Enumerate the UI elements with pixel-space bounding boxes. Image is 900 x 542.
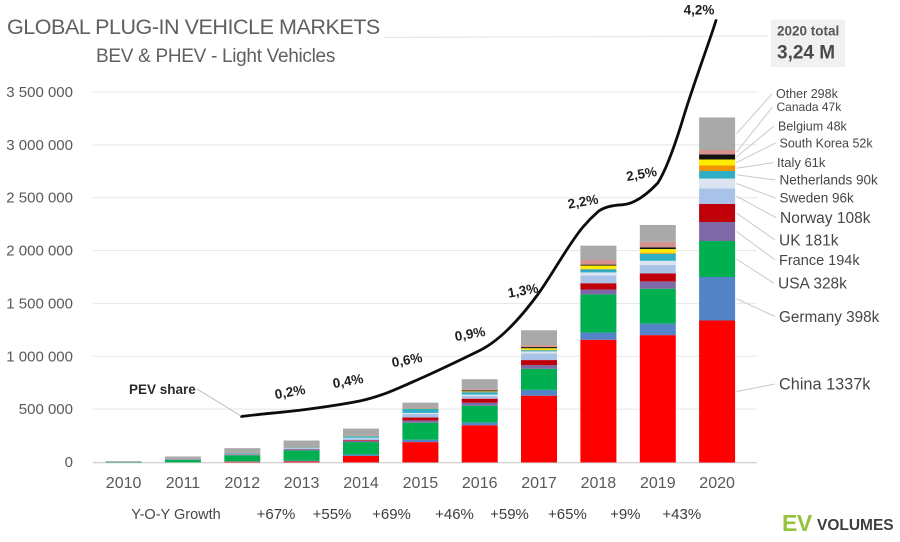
svg-text:3,24 M: 3,24 M <box>777 43 835 64</box>
svg-text:2020: 2020 <box>699 475 735 492</box>
svg-text:0: 0 <box>65 454 73 471</box>
svg-text:2,5%: 2,5% <box>625 164 658 184</box>
svg-text:2,2%: 2,2% <box>567 192 600 212</box>
svg-text:2013: 2013 <box>284 475 320 492</box>
svg-text:Netherlands 90k: Netherlands 90k <box>780 173 879 188</box>
svg-text:+9%: +9% <box>610 506 640 523</box>
svg-text:0,4%: 0,4% <box>332 371 365 391</box>
svg-text:VOLUMES: VOLUMES <box>817 517 894 534</box>
svg-text:1 000 000: 1 000 000 <box>6 348 73 365</box>
svg-text:+46%: +46% <box>435 506 474 523</box>
svg-text:UK 181k: UK 181k <box>779 232 839 249</box>
svg-text:Belgium 48k: Belgium 48k <box>778 119 848 133</box>
svg-text:+67%: +67% <box>257 506 296 523</box>
svg-text:South Korea 52k: South Korea 52k <box>780 136 874 150</box>
svg-text:Y-O-Y Growth: Y-O-Y Growth <box>131 507 220 523</box>
svg-text:3 500 000: 3 500 000 <box>6 84 73 101</box>
svg-text:0,6%: 0,6% <box>391 350 424 370</box>
svg-text:Other 298k: Other 298k <box>776 87 839 101</box>
svg-text:0,2%: 0,2% <box>274 382 307 402</box>
svg-text:2020 total: 2020 total <box>777 24 839 39</box>
svg-text:2 500 000: 2 500 000 <box>6 190 73 207</box>
svg-text:+59%: +59% <box>490 506 529 523</box>
svg-text:PEV share: PEV share <box>129 382 196 397</box>
svg-text:Germany 398k: Germany 398k <box>779 309 880 326</box>
svg-text:1,3%: 1,3% <box>507 281 540 301</box>
svg-text:BEV & PHEV - Light Vehicles: BEV & PHEV - Light Vehicles <box>96 46 335 67</box>
svg-text:4,2%: 4,2% <box>684 3 715 18</box>
svg-text:2019: 2019 <box>640 475 676 492</box>
svg-text:2012: 2012 <box>225 475 261 492</box>
svg-text:France 194k: France 194k <box>779 253 860 269</box>
svg-text:500 000: 500 000 <box>19 401 73 418</box>
svg-text:+55%: +55% <box>313 506 352 523</box>
svg-text:0,9%: 0,9% <box>454 324 487 344</box>
svg-text:2016: 2016 <box>462 475 498 492</box>
svg-text:Norway 108k: Norway 108k <box>780 210 871 227</box>
svg-text:1 500 000: 1 500 000 <box>6 295 73 312</box>
svg-text:2017: 2017 <box>521 475 557 492</box>
svg-text:GLOBAL PLUG-IN VEHICLE MARKETS: GLOBAL PLUG-IN VEHICLE MARKETS <box>7 15 380 39</box>
svg-text:3 000 000: 3 000 000 <box>6 137 73 154</box>
svg-text:2015: 2015 <box>403 475 439 492</box>
svg-text:2011: 2011 <box>166 475 201 492</box>
svg-text:2014: 2014 <box>343 475 379 492</box>
svg-text:2 000 000: 2 000 000 <box>6 243 73 260</box>
svg-text:USA 328k: USA 328k <box>778 276 847 293</box>
svg-text:EV: EV <box>782 510 813 536</box>
svg-text:Italy 61k: Italy 61k <box>777 155 826 170</box>
svg-text:Sweden 96k: Sweden 96k <box>780 191 855 206</box>
svg-text:+69%: +69% <box>372 506 411 523</box>
svg-text:+43%: +43% <box>662 506 701 523</box>
svg-text:China 1337k: China 1337k <box>779 376 871 394</box>
svg-text:+65%: +65% <box>548 506 587 523</box>
svg-text:2010: 2010 <box>106 475 142 492</box>
svg-text:2018: 2018 <box>581 475 617 492</box>
svg-text:Canada 47k: Canada 47k <box>777 100 843 114</box>
